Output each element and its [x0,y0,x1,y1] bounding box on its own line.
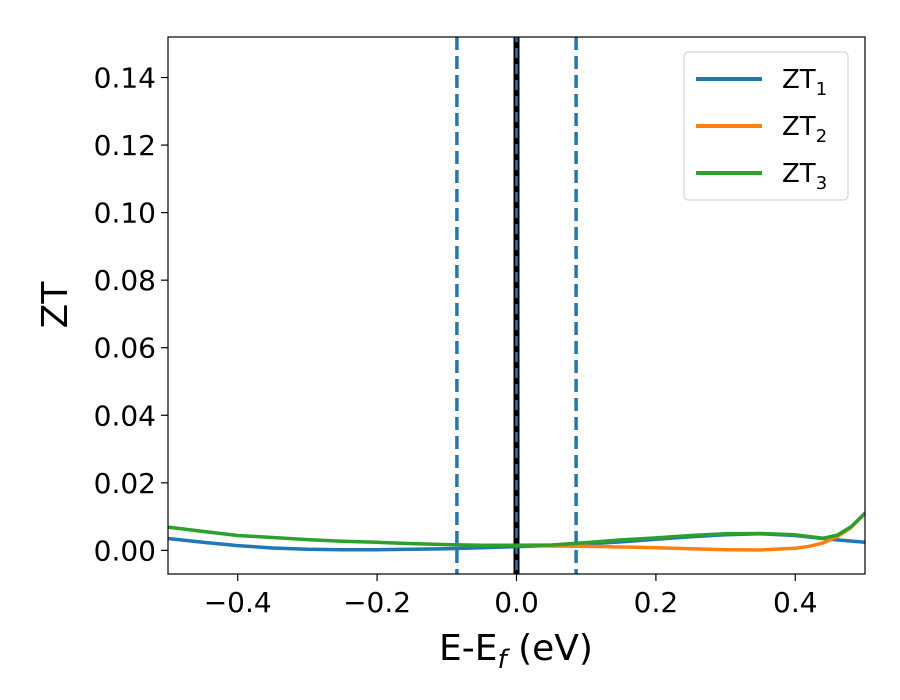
series-line-zt3 [168,511,865,548]
y-axis: 0.00 0.02 0.04 0.06 0.08 0.10 0.12 0.14 [94,62,168,567]
x-tick-label: 0.2 [634,586,679,619]
y-tick-label: 0.08 [94,264,156,297]
legend-label: ZT1 [782,65,827,100]
legend: ZT1 ZT2 ZT3 [683,51,849,201]
legend-label: ZT3 [782,159,827,194]
legend-label: ZT2 [782,112,827,147]
x-axis: −0.4 −0.2 0.0 0.2 0.4 [204,574,818,619]
y-tick-label: 0.00 [94,534,156,567]
x-tick-label: −0.4 [204,586,272,619]
y-axis-title: ZT [35,281,76,329]
x-tick-label: −0.2 [343,586,411,619]
y-tick-label: 0.10 [94,197,156,230]
y-tick-label: 0.12 [94,129,156,162]
series-group [168,511,865,552]
x-tick-label: 0.4 [773,586,818,619]
legend-box [683,51,849,201]
x-axis-title: E-Ef (eV) [439,628,593,675]
reference-lines [455,37,578,574]
y-tick-label: 0.02 [94,467,156,500]
x-tick-label: 0.0 [494,586,539,619]
y-tick-label: 0.06 [94,332,156,365]
series-line-zt2 [514,511,865,552]
y-tick-label: 0.04 [94,399,156,432]
y-tick-label: 0.14 [94,62,156,95]
